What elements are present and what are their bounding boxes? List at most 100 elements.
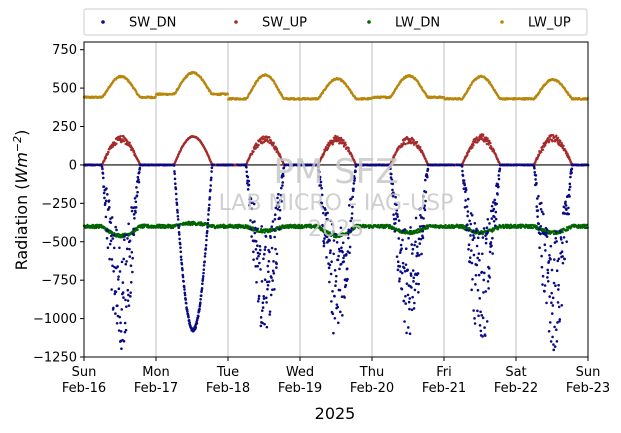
sw-dn-point xyxy=(401,238,404,242)
sw-dn-point xyxy=(106,246,110,250)
legend-label: SW_UP xyxy=(262,16,307,31)
sw-up-point xyxy=(269,139,273,142)
sw-up-point xyxy=(472,144,475,147)
sw-dn-point xyxy=(108,257,111,261)
legend-marker xyxy=(234,20,238,24)
sw-dn-point xyxy=(461,169,464,173)
sw-up-point xyxy=(468,150,471,153)
sw-dn-point xyxy=(536,197,539,200)
sw-dn-point xyxy=(411,252,414,255)
sw-dn-point xyxy=(114,312,117,315)
sw-dn-point xyxy=(334,274,338,278)
sw-dn-point xyxy=(406,326,410,329)
sw-dn-point xyxy=(544,231,548,235)
sw-dn-point xyxy=(104,215,108,219)
sw-dn-point xyxy=(540,210,544,214)
sw-up-point xyxy=(541,148,545,151)
legend-marker xyxy=(500,20,504,24)
lw-up-point xyxy=(127,79,130,82)
sw-dn-point xyxy=(182,280,185,283)
sw-dn-point xyxy=(548,321,552,324)
sw-dn-point xyxy=(342,256,345,260)
sw-dn-point xyxy=(265,296,268,300)
sw-dn-point xyxy=(332,331,335,335)
sw-dn-point xyxy=(179,246,182,249)
sw-dn-point xyxy=(201,282,204,286)
legend-marker xyxy=(101,20,105,24)
sw-dn-point xyxy=(273,288,276,291)
series-lw-up xyxy=(82,70,589,101)
sw-dn-point xyxy=(124,298,127,302)
sw-dn-point xyxy=(111,237,115,240)
lw-dn-point xyxy=(542,228,546,231)
sw-dn-point xyxy=(255,280,258,284)
sw-up-point xyxy=(118,137,122,140)
sw-dn-point xyxy=(341,250,344,254)
sw-dn-point xyxy=(345,267,349,270)
sw-dn-point xyxy=(464,188,468,192)
sw-dn-point xyxy=(476,309,479,313)
sw-dn-point xyxy=(400,287,404,291)
sw-dn-point xyxy=(488,222,491,225)
sw-dn-point xyxy=(550,301,553,305)
sw-dn-point xyxy=(423,178,427,182)
sw-dn-point xyxy=(342,260,346,263)
sw-dn-point xyxy=(490,204,494,208)
sw-dn-point xyxy=(477,314,480,318)
sw-up-point xyxy=(559,139,562,143)
sw-dn-point xyxy=(177,230,181,234)
sw-dn-point xyxy=(473,221,477,225)
sw-dn-point xyxy=(488,276,492,279)
sw-dn-point xyxy=(468,219,471,223)
sw-dn-point xyxy=(277,227,281,231)
sw-dn-point xyxy=(195,322,199,325)
sw-dn-point xyxy=(474,283,477,286)
sw-dn-point xyxy=(263,248,267,251)
sw-dn-point xyxy=(268,313,272,316)
sw-dn-point xyxy=(268,310,272,313)
sw-dn-point xyxy=(327,266,331,270)
sw-dn-point xyxy=(538,227,541,231)
sw-dn-point xyxy=(328,280,331,284)
sw-dn-point xyxy=(470,261,474,265)
sw-dn-point xyxy=(470,214,474,217)
sw-dn-point xyxy=(178,242,182,246)
sw-dn-point xyxy=(138,171,141,174)
sw-dn-point xyxy=(477,273,481,277)
sw-dn-point xyxy=(485,226,489,230)
sw-dn-point xyxy=(493,198,496,202)
sw-dn-point xyxy=(260,225,264,228)
sw-dn-point xyxy=(256,244,259,247)
sw-dn-point xyxy=(394,217,398,221)
lw-dn-point xyxy=(529,226,533,230)
sw-dn-point xyxy=(184,298,187,301)
sw-dn-point xyxy=(409,274,413,277)
sw-dn-point xyxy=(187,316,190,319)
sw-dn-point xyxy=(553,258,556,261)
sw-dn-point xyxy=(560,250,564,254)
sw-dn-point xyxy=(540,254,543,258)
sw-dn-point xyxy=(398,277,401,281)
sw-dn-point xyxy=(401,261,405,265)
sw-dn-point xyxy=(329,272,333,276)
sw-dn-point xyxy=(405,331,408,335)
sw-dn-point xyxy=(114,225,117,229)
sw-dn-point xyxy=(275,252,279,256)
sw-dn-point xyxy=(422,224,426,228)
sw-dn-point xyxy=(267,280,271,283)
sw-dn-point xyxy=(246,175,250,179)
sw-dn-point xyxy=(102,185,106,188)
sw-dn-point xyxy=(563,257,566,261)
sw-dn-point xyxy=(122,257,126,261)
sw-up-point xyxy=(281,159,284,163)
sw-dn-point xyxy=(123,238,126,242)
sw-dn-point xyxy=(410,243,414,246)
lw-dn-point xyxy=(293,223,297,227)
sw-dn-point xyxy=(404,247,408,251)
sw-dn-point xyxy=(558,318,562,321)
sw-dn-point xyxy=(254,248,258,251)
sw-dn-point xyxy=(536,215,539,218)
sw-dn-point xyxy=(131,270,134,274)
sw-dn-point xyxy=(338,288,342,292)
sw-dn-point xyxy=(328,263,332,267)
